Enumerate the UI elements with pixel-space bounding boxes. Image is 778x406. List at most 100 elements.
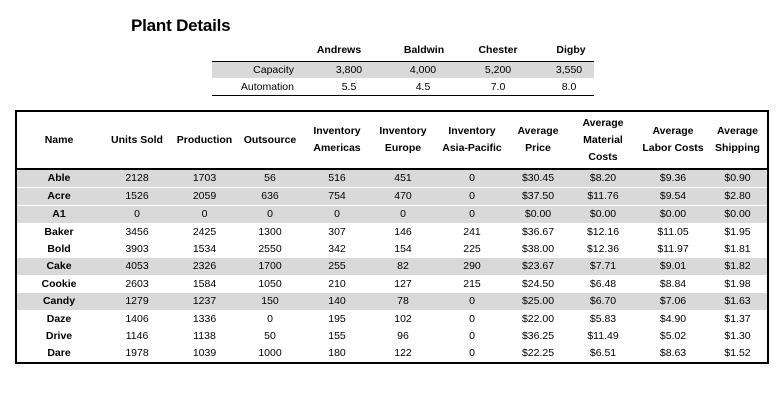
table-row: Able 2128 1703 56 516 451 0 $30.45 $8.20 $9.36 $0.… [16,169,768,188]
table-row: A1 0 0 0 0 0 0 $0.00 $0.00 $0.00 $0.00 [16,205,768,224]
table-cell: 96 [397,330,409,342]
table-cell: $30.45 [508,169,568,188]
table-cell: 210 [328,278,346,290]
plant-cell: 5,200 [484,64,512,76]
table-cell: $1.30 [724,330,751,342]
product-name-cell: Bold [47,243,71,255]
table-cell: 0 [469,347,475,359]
table-cell: 2603 [125,278,149,290]
plant-column-header: Andrews [316,44,362,56]
table-cell: 2128 [101,169,173,188]
table-cell: 1000 [258,347,282,359]
plant-cell: 3,800 [335,64,363,76]
product-name-cell: Cookie [41,278,77,290]
table-cell: 4053 [101,258,173,276]
table-cell: 1336 [192,313,217,325]
plant-cell: 8.0 [561,81,577,93]
table-cell: 2425 [192,226,217,238]
table-cell: $0.00 [508,205,568,224]
table-header-row: Name Units Sold Production Outsource Invento… [16,111,768,169]
table-cell: $22.25 [521,347,555,359]
table-cell: 122 [394,347,412,359]
table-cell: $4.90 [659,313,687,325]
table-cell: 342 [328,243,346,255]
table-cell: 2326 [173,258,236,276]
table-cell: 2059 [173,187,236,206]
table-cell: 1584 [192,278,217,290]
table-cell: $38.00 [521,243,555,255]
product-name-cell: Acre [16,187,101,206]
table-cell: 3456 [125,226,149,238]
table-cell: 215 [463,278,481,290]
table-cell: $36.25 [521,330,555,342]
table-cell: 1703 [173,169,236,188]
plant-cell: 7.0 [490,81,506,93]
page-title: Plant Details [131,16,231,35]
table-cell: 140 [304,293,370,311]
table-cell: 0 [173,205,236,224]
table-cell: 2550 [258,243,282,255]
product-name-cell: Baker [44,226,74,238]
table-cell: 155 [328,330,346,342]
plant-cell: 3,550 [555,64,583,76]
table-cell: 1146 [125,330,149,342]
table-cell: $0.00 [708,205,768,224]
product-name-cell: Candy [16,293,101,311]
table-cell: $11.49 [587,330,619,342]
table-row: Baker 3456 2425 1300 307 146 241 $36.67 $12.16 $1… [16,224,768,242]
plant-row-label: Capacity [253,64,294,76]
table-cell: $8.63 [659,347,687,359]
table-cell: $11.97 [657,243,689,255]
plant-column-header: Baldwin [403,44,445,56]
table-cell: 1534 [192,243,217,255]
plant-row-capacity: Capacity 3,800 4,000 5,200 3,550 [212,62,594,79]
table-cell: 1700 [236,258,304,276]
table-cell: $1.98 [724,278,751,290]
plant-cell: 4.5 [415,81,431,93]
table-cell: $7.71 [568,258,638,276]
table-row: Cake 4053 2326 1700 255 82 290 $23.67 $7.71 $9.01… [16,258,768,276]
column-header: Units Sold [111,133,163,146]
table-cell: 195 [328,313,346,325]
column-header: Outsource [243,133,297,146]
table-row: Daze 1406 1336 0 195 102 0 $22.00 $5.83 $4.90 $1.3… [16,311,768,329]
plant-header-row: Andrews Baldwin Chester Digby [212,40,594,61]
table-cell: $1.82 [708,258,768,276]
column-header: Name [44,133,74,146]
column-header: Average Shipping [715,125,760,154]
column-header: Average Material Costs [582,116,624,163]
plant-row-label: Automation [240,81,294,93]
table-cell: 290 [436,258,508,276]
table-cell: 146 [394,226,412,238]
table-cell: $6.51 [589,347,617,359]
table-cell: 154 [394,243,412,255]
table-cell: $1.63 [708,293,768,311]
table-cell: 516 [304,169,370,188]
product-name-cell: Daze [46,313,72,325]
table-cell: $11.76 [568,187,638,206]
table-cell: $24.50 [521,278,555,290]
table-cell: $12.16 [586,226,620,238]
table-cell: $12.36 [586,243,620,255]
table-cell: 636 [236,187,304,206]
table-cell: $37.50 [508,187,568,206]
product-name-cell: Able [16,169,101,188]
table-cell: $36.67 [521,226,555,238]
table-cell: 0 [436,205,508,224]
table-cell: 754 [304,187,370,206]
table-cell: 0 [101,205,173,224]
column-header: Inventory Asia-Pacific [442,125,502,154]
table-cell: 56 [236,169,304,188]
table-cell: $5.02 [659,330,687,342]
table-cell: $8.20 [568,169,638,188]
table-cell: $5.83 [589,313,617,325]
product-name-cell: Dare [47,347,71,359]
plant-column-header: Chester [478,44,518,56]
table-cell: 451 [370,169,436,188]
product-name-cell: Cake [16,258,101,276]
table-cell: 0 [436,187,508,206]
table-cell: 0 [469,330,475,342]
table-cell: $8.84 [659,278,687,290]
table-cell: $0.90 [708,169,768,188]
table-cell: $9.36 [638,169,708,188]
